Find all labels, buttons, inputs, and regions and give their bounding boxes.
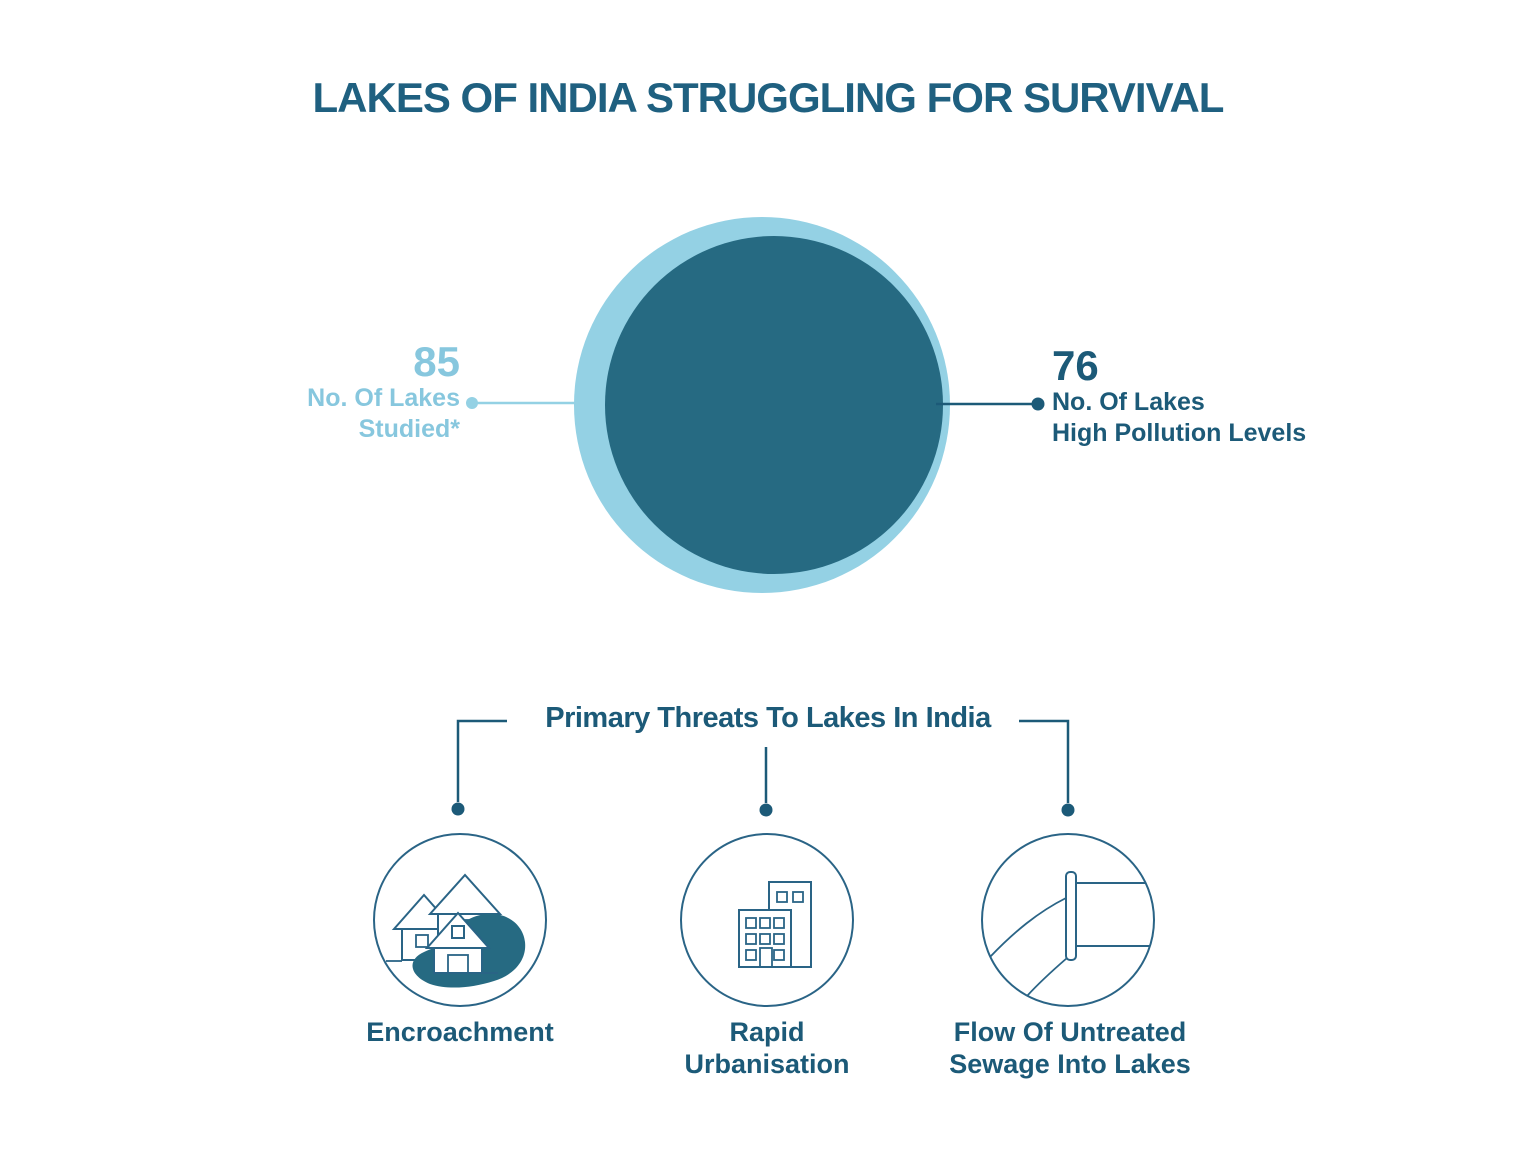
threat-label-line2: Sewage Into Lakes	[949, 1049, 1191, 1079]
building-front-window	[773, 949, 785, 961]
threat-label-encroachment: Encroachment	[340, 1016, 580, 1048]
building-front-window	[745, 917, 757, 929]
lakes-studied-callout: 85 No. Of Lakes Studied*	[307, 341, 460, 445]
polluted-callout-dot	[1031, 397, 1045, 411]
stream-upper-curve	[989, 897, 1067, 958]
threat-label-urbanisation: Rapid Urbanisation	[647, 1016, 887, 1080]
house-front-window	[451, 925, 465, 939]
building-front-window	[745, 933, 757, 945]
building-front-window	[745, 949, 757, 961]
building-back-window	[776, 891, 788, 903]
building-front-window	[773, 933, 785, 945]
building-front-window	[773, 917, 785, 929]
threats-bracket-left-dot	[451, 802, 465, 816]
icon-circle-border	[680, 833, 854, 1007]
sewage-pipe-icon	[981, 833, 1155, 1007]
icon-circle-border	[981, 833, 1155, 1007]
lakes-polluted-callout: 76 No. Of Lakes High Pollution Levels	[1052, 345, 1306, 449]
building-front-window	[759, 917, 771, 929]
threat-label-line2: Urbanisation	[684, 1049, 850, 1079]
page-title: LAKES OF INDIA STRUGGLING FOR SURVIVAL	[312, 74, 1225, 121]
icon-circle-border	[373, 833, 547, 1007]
threats-bracket-middle-dot	[759, 803, 773, 817]
threats-bracket-right-dot	[1061, 803, 1075, 817]
threat-label-line1: Encroachment	[366, 1017, 554, 1047]
building-back-window	[792, 891, 804, 903]
lakes-studied-label-line1: No. Of Lakes	[307, 384, 460, 412]
encroachment-houses-icon	[373, 833, 547, 1007]
lakes-polluted-label-line2: High Pollution Levels	[1052, 419, 1307, 447]
house-middle-roof	[427, 873, 503, 915]
threat-label-sewage: Flow Of Untreated Sewage Into Lakes	[918, 1016, 1222, 1080]
threats-heading: Primary Threats To Lakes In India	[545, 702, 991, 734]
building-front-window	[759, 933, 771, 945]
house-front-body	[433, 946, 483, 974]
building-front-door	[759, 947, 773, 968]
pipe-flange	[1065, 871, 1077, 961]
house-front-door	[447, 954, 469, 974]
threat-label-line1: Rapid	[729, 1017, 805, 1047]
urban-buildings-icon	[680, 833, 854, 1007]
building-front	[738, 909, 792, 968]
lakes-polluted-circle	[605, 236, 943, 574]
stream-lower-curve	[1026, 957, 1068, 997]
lakes-polluted-value: 76	[1052, 342, 1099, 389]
studied-callout-dot	[466, 397, 478, 409]
lakes-studied-label-line2: Studied*	[358, 415, 460, 443]
lakes-studied-value: 85	[413, 338, 460, 385]
threat-label-line1: Flow Of Untreated	[953, 1017, 1187, 1047]
house-back-window	[415, 934, 429, 948]
lakes-polluted-label-line1: No. Of Lakes	[1052, 388, 1205, 416]
